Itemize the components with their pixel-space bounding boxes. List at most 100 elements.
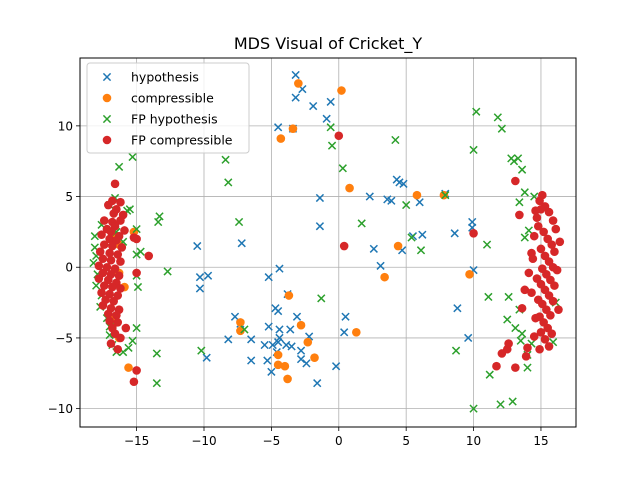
point-fp-hypothesis: [132, 323, 141, 333]
point-fp-compressible: [117, 243, 127, 252]
point-fp-hypothesis: [90, 232, 99, 241]
point-hypothesis: [237, 239, 246, 248]
legend-marker-hypothesis: [102, 72, 112, 82]
point-fp-compressible: [524, 268, 534, 278]
point-fp-compressible: [99, 240, 109, 249]
point-hypothesis: [313, 379, 322, 388]
point-fp-compressible: [132, 234, 141, 244]
point-fp-hypothesis: [517, 165, 527, 174]
point-fp-compressible: [547, 240, 557, 249]
point-fp-compressible: [98, 254, 108, 264]
y-tick-label: 5: [65, 190, 73, 204]
point-fp-hypothesis: [132, 224, 141, 234]
point-compressible: [380, 272, 389, 282]
point-compressible: [273, 350, 283, 360]
point-hypothesis: [399, 179, 408, 188]
point-fp-compressible: [536, 327, 546, 337]
point-fp-compressible: [105, 234, 114, 244]
point-fp-compressible: [113, 250, 123, 259]
point-fp-compressible: [511, 363, 520, 372]
point-fp-hypothesis: [132, 250, 141, 259]
axes-layer: −15 −10 −5 0 5 10 15 −10 −5 0 5 10: [48, 119, 549, 448]
legend-label-fp-hypothesis: FP hypothesis: [131, 112, 218, 127]
point-fp-hypothesis: [163, 267, 172, 276]
legend-label-fp-compressible: FP compressible: [131, 133, 233, 148]
point-hypothesis: [331, 362, 341, 371]
point-fp-compressible: [469, 229, 478, 238]
x-tick-label: −15: [124, 434, 149, 448]
point-fp-hypothesis: [224, 178, 233, 187]
legend-label-hypothesis: hypothesis: [131, 70, 199, 85]
point-hypothesis: [247, 335, 256, 344]
point-fp-compressible: [547, 329, 557, 338]
point-fp-hypothesis: [152, 349, 161, 358]
point-fp-compressible: [106, 339, 116, 348]
point-fp-hypothesis: [327, 141, 337, 150]
point-compressible: [294, 79, 303, 88]
point-fp-hypothesis: [125, 205, 134, 214]
point-fp-compressible: [550, 281, 559, 290]
y-tick-label: 10: [58, 119, 73, 133]
point-fp-compressible: [492, 361, 501, 371]
point-fp-compressible: [528, 254, 538, 264]
point-fp-compressible: [121, 323, 131, 333]
point-fp-compressible: [104, 309, 113, 319]
point-hypothesis: [292, 312, 302, 321]
point-fp-compressible: [538, 190, 547, 200]
point-fp-compressible: [532, 213, 542, 223]
point-fp-hypothesis: [497, 124, 506, 133]
point-hypothesis: [267, 367, 276, 376]
point-hypothesis: [203, 271, 213, 280]
point-fp-hypothesis: [520, 233, 529, 242]
point-hypothesis: [315, 193, 325, 203]
plot-frame: [79, 57, 577, 428]
point-fp-compressible: [116, 333, 125, 343]
point-fp-hypothesis: [509, 157, 519, 166]
point-hypothesis: [415, 198, 424, 207]
point-fp-compressible: [116, 216, 125, 225]
point-compressible: [236, 318, 245, 327]
point-fp-hypothesis: [441, 191, 450, 200]
point-fp-hypothesis: [504, 292, 513, 302]
point-fp-compressible: [521, 352, 531, 361]
point-fp-hypothesis: [357, 219, 366, 228]
point-fp-compressible: [544, 207, 554, 217]
point-fp-compressible: [554, 305, 563, 314]
point-hypothesis: [387, 196, 396, 205]
point-fp-compressible: [531, 313, 540, 323]
point-fp-compressible: [109, 296, 118, 306]
point-fp-compressible: [94, 274, 104, 283]
point-hypothesis: [296, 346, 306, 355]
point-hypothesis: [274, 338, 283, 347]
point-hypothesis: [296, 355, 306, 364]
point-fp-hypothesis: [92, 281, 101, 290]
point-fp-hypothesis: [469, 145, 478, 155]
point-fp-compressible: [129, 377, 139, 387]
point-fp-compressible: [106, 227, 116, 237]
point-fp-compressible: [515, 210, 524, 220]
point-compressible: [284, 291, 294, 300]
point-compressible: [465, 270, 474, 279]
point-fp-compressible: [144, 251, 154, 261]
point-fp-hypothesis: [496, 400, 505, 409]
point-fp-hypothesis: [520, 188, 529, 197]
point-compressible: [296, 320, 306, 330]
point-hypothesis: [287, 342, 296, 351]
point-fp-compressible: [99, 216, 109, 225]
point-fp-hypothesis: [133, 282, 143, 292]
point-fp-compressible: [110, 179, 120, 189]
point-compressible: [283, 374, 292, 384]
point-compressible: [273, 360, 283, 370]
point-hypothesis: [326, 97, 335, 106]
point-fp-hypothesis: [513, 154, 523, 163]
point-hypothesis: [341, 312, 350, 321]
point-fp-compressible: [533, 295, 543, 305]
point-fp-compressible: [548, 296, 558, 306]
legend-box: [86, 62, 250, 154]
point-fp-compressible: [113, 344, 123, 354]
point-fp-compressible: [104, 200, 113, 210]
x-tick-label: 5: [402, 434, 410, 448]
point-hypothesis: [268, 340, 277, 350]
point-hypothesis: [275, 264, 284, 273]
point-fp-compressible: [108, 282, 117, 292]
